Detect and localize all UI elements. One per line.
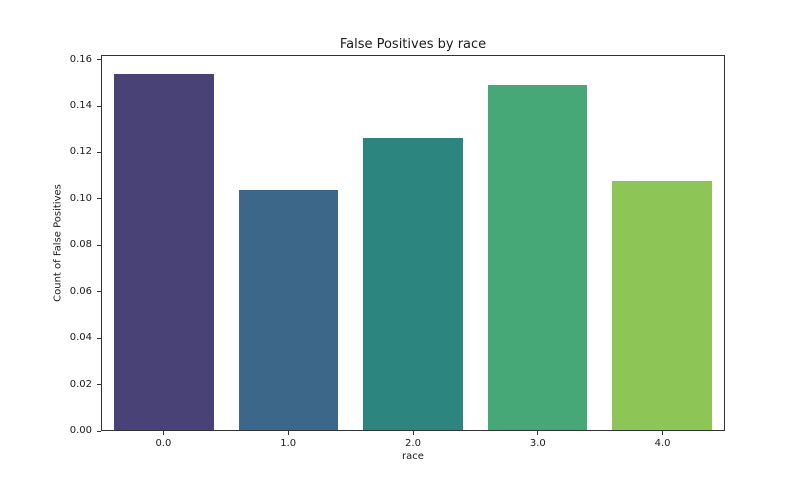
- bar-race-1: [238, 189, 339, 430]
- y-tick-mark: [97, 337, 101, 339]
- y-tick-label: 0.00: [69, 425, 92, 436]
- y-tick-mark: [97, 430, 101, 432]
- y-tick-mark: [97, 384, 101, 386]
- x-tick-mark: [537, 431, 539, 435]
- y-tick-label: 0.10: [69, 192, 92, 204]
- y-tick-mark: [97, 291, 101, 293]
- y-tick-label: 0.08: [69, 239, 92, 251]
- y-tick-label: 0.06: [69, 285, 92, 297]
- x-axis-label: race: [402, 451, 424, 462]
- y-tick-mark: [97, 151, 101, 153]
- x-tick-label: 4.0: [654, 438, 671, 449]
- x-tick-mark: [662, 431, 664, 435]
- y-tick-mark: [97, 198, 101, 200]
- x-tick-label: 2.0: [405, 438, 421, 449]
- x-tick-label: 0.0: [155, 438, 172, 449]
- bar-race-4: [612, 180, 712, 430]
- y-tick-mark: [97, 59, 101, 61]
- y-tick-label: 0.16: [69, 53, 92, 65]
- bar-race-3: [487, 84, 588, 430]
- x-tick-mark: [287, 431, 289, 435]
- y-axis-label: Count of False Positives: [52, 184, 64, 302]
- bar-race-0: [114, 74, 214, 430]
- y-tick-mark: [97, 244, 101, 246]
- y-tick-label: 0.02: [69, 378, 92, 390]
- y-tick-label: 0.04: [69, 332, 92, 344]
- x-tick-label: 1.0: [280, 438, 297, 449]
- y-tick-label: 0.14: [69, 100, 92, 112]
- y-tick-label: 0.12: [69, 146, 92, 158]
- chart-title: False Positives by race: [339, 37, 487, 52]
- x-tick-mark: [162, 431, 164, 435]
- plot-area: [101, 55, 725, 431]
- x-tick-label: 3.0: [529, 438, 546, 449]
- bar-race-2: [363, 137, 463, 430]
- x-tick-mark: [412, 431, 414, 435]
- y-tick-mark: [97, 105, 101, 107]
